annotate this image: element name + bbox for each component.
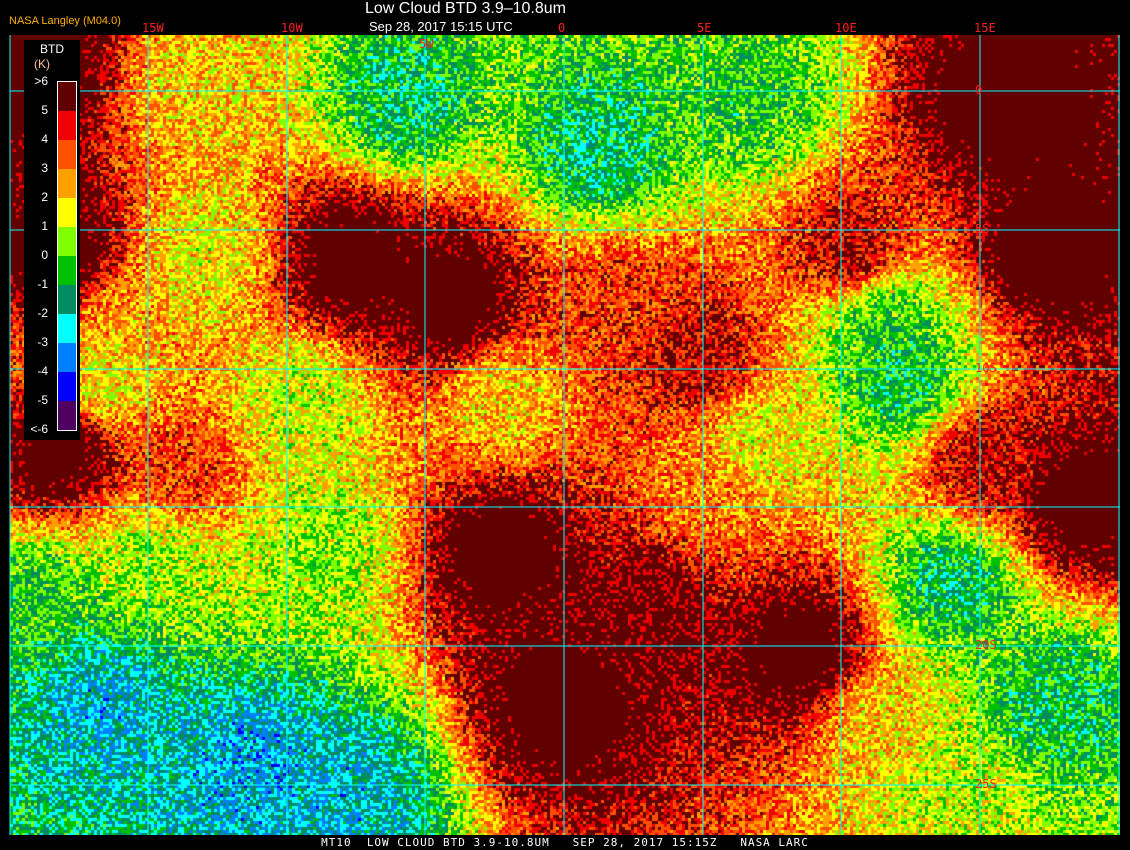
legend-swatch xyxy=(58,285,76,314)
latitude-label: 10S xyxy=(975,361,997,375)
legend-label: 5 xyxy=(41,103,48,117)
legend-title: BTD xyxy=(40,42,64,56)
footer-caption: MT10 LOW CLOUD BTD 3.9-10.8UM SEP 28, 20… xyxy=(0,835,1130,850)
image-datetime: Sep 28, 2017 15:15 UTC xyxy=(369,19,513,34)
latitude-label: 0 xyxy=(975,83,982,97)
legend-label: -4 xyxy=(37,364,48,378)
latitude-label: 20S xyxy=(975,638,997,652)
latitude-label: 25S xyxy=(975,777,997,791)
longitude-label: 15E xyxy=(974,21,996,35)
legend-swatch xyxy=(58,314,76,343)
legend-swatch xyxy=(58,111,76,140)
legend-label: -5 xyxy=(37,393,48,407)
image-title: Low Cloud BTD 3.9–10.8um xyxy=(365,0,566,18)
longitude-label: 10E xyxy=(835,21,857,35)
legend-swatch xyxy=(58,343,76,372)
longitude-label: 5W xyxy=(419,37,433,51)
legend-swatch xyxy=(58,169,76,198)
legend-label: -2 xyxy=(37,306,48,320)
legend-swatch xyxy=(58,198,76,227)
legend-label: 2 xyxy=(41,190,48,204)
legend-label: <-6 xyxy=(30,422,48,436)
legend-colorbar xyxy=(57,81,77,431)
color-legend: BTD (K) >6 5 4 3 2 1 0 -1 -2 -3 -4 -5 <-6 xyxy=(24,40,80,440)
legend-label: 1 xyxy=(41,219,48,233)
legend-label: 0 xyxy=(41,248,48,262)
longitude-label: 0 xyxy=(558,21,565,35)
longitude-label: 5E xyxy=(697,21,711,35)
legend-label: -3 xyxy=(37,335,48,349)
longitude-label: 10W xyxy=(281,21,303,35)
latitude-label: 5S xyxy=(975,222,989,236)
legend-label: 3 xyxy=(41,161,48,175)
legend-label: 4 xyxy=(41,132,48,146)
legend-label: -1 xyxy=(37,277,48,291)
legend-swatch xyxy=(58,401,76,430)
legend-label: >6 xyxy=(34,74,48,88)
legend-swatch xyxy=(58,140,76,169)
longitude-label: 15W xyxy=(142,21,164,35)
legend-swatch xyxy=(58,256,76,285)
legend-swatch xyxy=(58,227,76,256)
legend-swatch xyxy=(58,372,76,401)
latitude-label: 15S xyxy=(975,499,997,513)
legend-unit: (K) xyxy=(34,57,50,71)
legend-swatch xyxy=(58,82,76,111)
credit-label: NASA Langley (M04.0) xyxy=(9,15,121,28)
